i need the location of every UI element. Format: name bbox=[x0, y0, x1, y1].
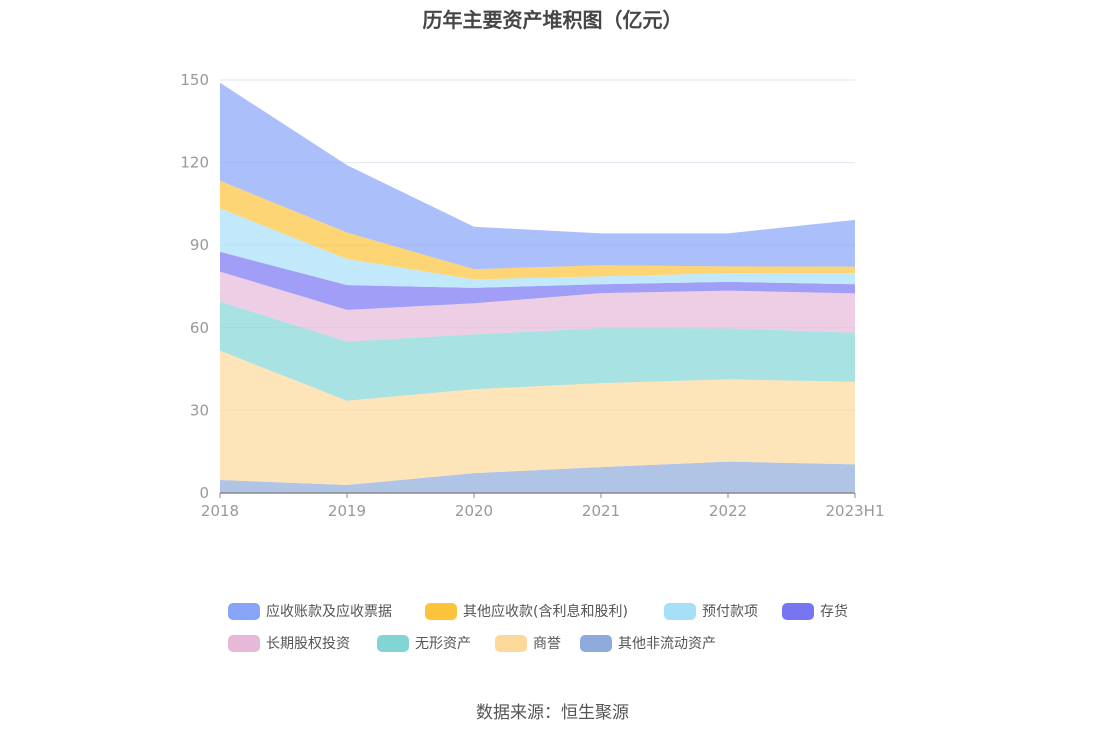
area-series-5 bbox=[220, 301, 855, 401]
legend-swatch bbox=[425, 602, 457, 620]
y-tick-label: 0 bbox=[199, 484, 209, 502]
legend-swatch bbox=[228, 634, 260, 652]
area-series-1 bbox=[220, 180, 855, 280]
stacked-area-chart: 0 30 60 90 120 150 2018 2019 2020 2021 2022 2023H1 bbox=[180, 71, 885, 520]
legend-label: 无形资产 bbox=[415, 636, 471, 652]
legend-label: 预付款项 bbox=[702, 604, 758, 620]
chart-title: 历年主要资产堆积图（亿元） bbox=[422, 8, 683, 32]
legend-label: 应收账款及应收票据 bbox=[266, 604, 392, 620]
legend-item[interactable]: 其他应收款(含利息和股利) bbox=[425, 601, 628, 621]
legend-label: 存货 bbox=[820, 604, 848, 620]
legend-swatch bbox=[228, 602, 260, 620]
source-note: 数据来源：恒生聚源 bbox=[476, 703, 629, 723]
x-tick-label: 2019 bbox=[328, 502, 366, 520]
y-tick-label: 30 bbox=[190, 401, 209, 419]
x-tick-label: 2020 bbox=[455, 502, 493, 520]
area-series-2 bbox=[220, 208, 855, 288]
legend-label: 其他应收款(含利息和股利) bbox=[463, 604, 628, 620]
legend-label: 其他非流动资产 bbox=[618, 636, 716, 652]
legend-item[interactable]: 预付款项 bbox=[664, 601, 758, 621]
legend-item[interactable]: 无形资产 bbox=[377, 633, 471, 653]
legend-item[interactable]: 存货 bbox=[782, 601, 848, 621]
y-tick-label: 150 bbox=[180, 71, 209, 89]
x-tick-label: 2018 bbox=[201, 502, 239, 520]
legend-swatch bbox=[580, 634, 612, 652]
area-series-0 bbox=[220, 82, 855, 270]
legend-swatch bbox=[377, 634, 409, 652]
y-tick-label: 120 bbox=[180, 154, 209, 172]
area-series-3 bbox=[220, 251, 855, 310]
area-series-4 bbox=[220, 271, 855, 342]
legend-label: 长期股权投资 bbox=[266, 636, 350, 652]
area-series-6 bbox=[220, 350, 855, 486]
legend-swatch bbox=[495, 634, 527, 652]
x-tick-label: 2021 bbox=[582, 502, 620, 520]
x-tick-label: 2023H1 bbox=[826, 502, 885, 520]
legend-item[interactable]: 商誉 bbox=[495, 633, 561, 653]
legend-swatch bbox=[782, 602, 814, 620]
area-series-7 bbox=[220, 461, 855, 493]
legend-label: 商誉 bbox=[533, 636, 561, 652]
x-tick-label: 2022 bbox=[709, 502, 747, 520]
legend-item[interactable]: 应收账款及应收票据 bbox=[228, 601, 392, 621]
y-tick-label: 90 bbox=[190, 236, 209, 254]
legend-item[interactable]: 其他非流动资产 bbox=[580, 633, 716, 653]
legend-swatch bbox=[664, 602, 696, 620]
y-tick-label: 60 bbox=[190, 319, 209, 337]
legend-item[interactable]: 长期股权投资 bbox=[228, 633, 350, 653]
